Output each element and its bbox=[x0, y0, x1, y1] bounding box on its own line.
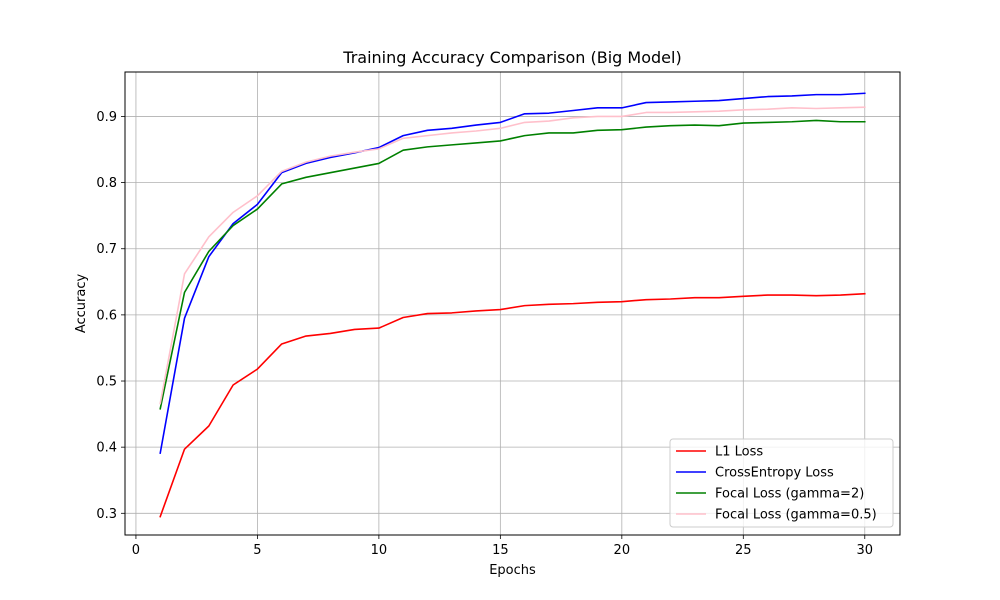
y-tick-label: 0.4 bbox=[96, 441, 117, 456]
y-tick-label: 0.9 bbox=[96, 110, 117, 125]
legend: L1 Loss CrossEntropy Loss Focal Loss (gamm… bbox=[669, 438, 894, 528]
series-line bbox=[159, 92, 866, 455]
x-tick-label: 30 bbox=[856, 543, 873, 558]
y-axis-label: Accuracy bbox=[74, 274, 89, 334]
x-tick-label: 15 bbox=[492, 543, 509, 558]
y-tick-label: 0.3 bbox=[96, 507, 117, 522]
y-tick-label: 0.6 bbox=[96, 308, 117, 323]
legend-box bbox=[669, 438, 894, 528]
legend-entry-label: L1 Loss bbox=[715, 445, 763, 460]
series-line bbox=[159, 106, 866, 405]
y-tick-label: 0.8 bbox=[96, 176, 117, 191]
x-tick-label: 10 bbox=[371, 543, 388, 558]
legend-entry-label: CrossEntropy Loss bbox=[715, 466, 834, 481]
series-line bbox=[159, 292, 866, 518]
x-tick-label: 5 bbox=[253, 543, 261, 558]
legend-entry-label: Focal Loss (gamma=0.5) bbox=[715, 508, 877, 523]
series-line bbox=[159, 119, 866, 410]
legend-entry-label: Focal Loss (gamma=2) bbox=[715, 487, 864, 502]
y-tick-label: 0.5 bbox=[96, 375, 117, 390]
x-tick-label: 20 bbox=[614, 543, 631, 558]
x-axis-label: Epochs bbox=[489, 563, 536, 578]
chart-title: Training Accuracy Comparison (Big Model) bbox=[342, 48, 681, 67]
axes-frame bbox=[124, 71, 901, 536]
y-tick-label: 0.7 bbox=[96, 242, 117, 257]
x-tick-label: 25 bbox=[735, 543, 752, 558]
series-lines bbox=[159, 92, 866, 518]
x-tick-label: 0 bbox=[132, 543, 140, 558]
axis-ticks: 0 5 10 15 20 25 30 0.3 0.4 0.5 0.6 0.7 0.8 0.9 bbox=[96, 110, 873, 558]
